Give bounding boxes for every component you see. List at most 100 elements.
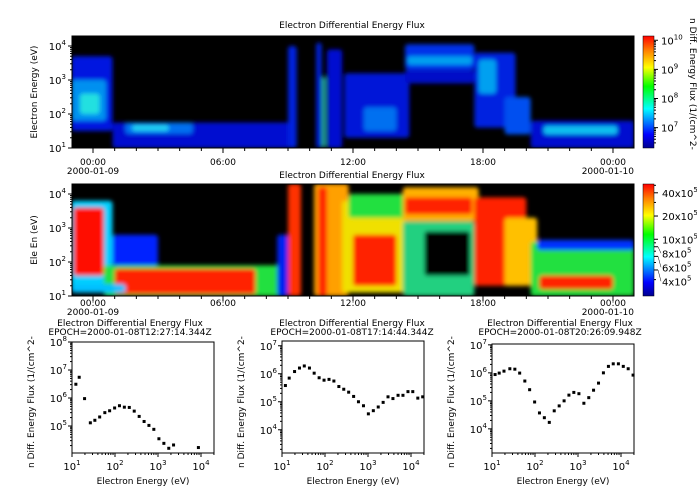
y-tick-label: 101 bbox=[49, 141, 66, 155]
data-point bbox=[562, 399, 566, 403]
data-point bbox=[302, 364, 306, 368]
data-point bbox=[537, 411, 541, 415]
y-tick-label: 104 bbox=[49, 187, 67, 201]
y-tick-label: 106 bbox=[260, 367, 278, 381]
data-point bbox=[137, 414, 141, 418]
y-tick-label: 103 bbox=[49, 221, 66, 235]
y-tick-label: 105 bbox=[470, 394, 487, 408]
data-point bbox=[297, 366, 301, 370]
flux-region bbox=[404, 69, 475, 84]
data-point bbox=[601, 371, 605, 375]
data-point bbox=[317, 376, 321, 380]
spectrogram-1-title: Electron Differential Energy Flux bbox=[279, 21, 425, 31]
colorbar-label-leader bbox=[657, 269, 662, 282]
flux-region bbox=[407, 56, 473, 65]
flux-region bbox=[478, 59, 496, 94]
x-tick-label: 06:00 bbox=[210, 299, 236, 309]
data-point bbox=[411, 390, 415, 394]
flux-region bbox=[504, 217, 538, 286]
data-point bbox=[117, 404, 121, 408]
flux-region bbox=[404, 197, 473, 215]
data-point bbox=[113, 406, 117, 410]
data-point bbox=[356, 400, 360, 404]
x-tick-label: 00:00 bbox=[600, 299, 626, 309]
x-date-label: 2000-01-10 bbox=[582, 308, 635, 318]
flux-region bbox=[539, 275, 613, 290]
data-point bbox=[127, 405, 131, 409]
colorbar-label-leader bbox=[657, 246, 662, 254]
x-axis-label: Electron Energy (eV) bbox=[517, 477, 610, 487]
colorbar-1 bbox=[642, 35, 655, 149]
plot-frame bbox=[491, 343, 635, 454]
data-point bbox=[391, 397, 395, 401]
data-point bbox=[347, 390, 351, 394]
x-tick-label: 104 bbox=[192, 459, 210, 473]
x-tick-label: 00:00 bbox=[80, 158, 106, 168]
data-point bbox=[386, 395, 390, 399]
flux-region bbox=[537, 239, 634, 251]
spectrogram-1-ylabel: Electron Energy (eV) bbox=[30, 46, 40, 139]
data-point bbox=[366, 412, 370, 416]
x-tick-label: 00:00 bbox=[600, 158, 626, 168]
data-point bbox=[88, 421, 92, 425]
y-tick-label: 105 bbox=[50, 419, 67, 433]
data-point bbox=[142, 419, 146, 423]
data-point bbox=[132, 409, 136, 413]
data-point bbox=[523, 379, 527, 383]
y-tick-label: 108 bbox=[50, 335, 67, 349]
flux-region bbox=[288, 184, 302, 296]
data-point bbox=[416, 396, 420, 400]
y-axis-label: n Diff. Energy Flux (1/(cm^2- bbox=[237, 336, 247, 468]
flux-region bbox=[112, 234, 159, 266]
flux-region bbox=[318, 187, 328, 296]
data-point bbox=[93, 418, 97, 422]
data-point bbox=[152, 427, 156, 431]
data-point bbox=[587, 396, 591, 400]
data-point bbox=[493, 373, 497, 377]
flux-region bbox=[277, 234, 289, 296]
data-point bbox=[337, 385, 341, 389]
x-tick-label: 12:00 bbox=[340, 158, 366, 168]
epoch-label: EPOCH=2000-01-08T12:27:14.344Z bbox=[48, 328, 211, 338]
x-tick-label: 00:00 bbox=[80, 299, 106, 309]
colorbar-tick-label: 4x105 bbox=[662, 274, 691, 288]
plot-frame bbox=[71, 341, 215, 454]
flux-region bbox=[80, 93, 100, 114]
x-date-label: 2000-01-10 bbox=[582, 167, 635, 177]
data-point bbox=[283, 384, 287, 388]
colorbar-1-axis: 1010 109 108 107 bbox=[654, 33, 683, 144]
data-point bbox=[582, 401, 586, 405]
flux-region bbox=[327, 49, 343, 148]
x-tick-label: 18:00 bbox=[470, 299, 496, 309]
data-point bbox=[542, 416, 546, 420]
y-tick-label: 107 bbox=[470, 338, 487, 352]
flux-region bbox=[424, 231, 470, 276]
x-tick-label: 102 bbox=[526, 459, 543, 473]
data-point bbox=[307, 366, 311, 370]
data-point bbox=[381, 400, 385, 404]
data-point bbox=[631, 373, 635, 377]
plot-title: Electron Differential Energy Flux bbox=[57, 319, 203, 329]
x-tick-label: 101 bbox=[63, 459, 80, 473]
data-point bbox=[606, 364, 610, 368]
data-point bbox=[103, 411, 107, 415]
data-point bbox=[332, 379, 336, 383]
y-tick-label: 104 bbox=[260, 423, 278, 437]
colorbar-tick-label: 107 bbox=[661, 121, 678, 135]
data-point bbox=[322, 378, 326, 382]
x-tick-label: 06:00 bbox=[210, 158, 236, 168]
data-point bbox=[98, 415, 102, 419]
data-point bbox=[577, 392, 581, 396]
y-tick-label: 103 bbox=[49, 73, 66, 87]
data-point bbox=[567, 393, 571, 397]
data-point bbox=[74, 382, 78, 386]
x-tick-label: 101 bbox=[483, 459, 500, 473]
data-point bbox=[502, 369, 506, 373]
data-point bbox=[533, 400, 537, 404]
colorbar-tick-label: 20x105 bbox=[662, 209, 697, 223]
flux-region bbox=[353, 234, 397, 286]
colorbar-tick-label: 10x105 bbox=[662, 232, 697, 246]
